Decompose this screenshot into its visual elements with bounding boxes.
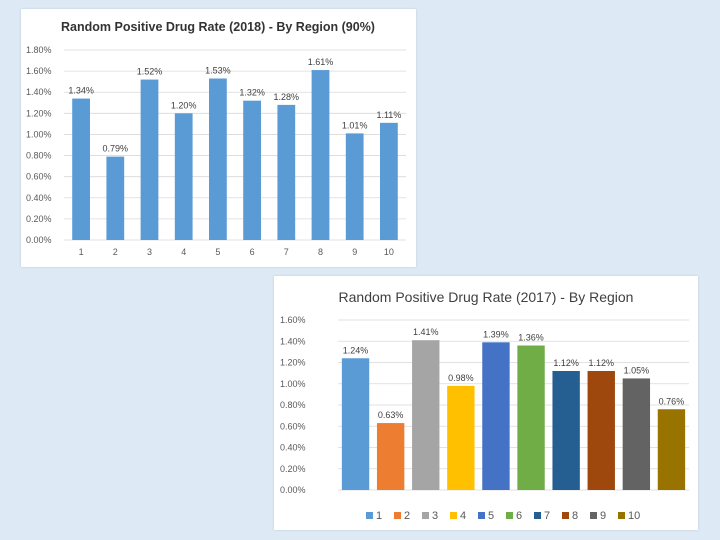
y-tick-label: 0.20%: [280, 464, 306, 474]
legend-entry: 3: [432, 510, 438, 522]
data-label: 0.63%: [378, 410, 404, 420]
y-tick-label: 0.40%: [280, 443, 306, 453]
data-label: 0.98%: [448, 373, 474, 383]
data-label: 1.61%: [308, 57, 334, 67]
chart-title: Random Positive Drug Rate (2018) - By Re…: [61, 20, 375, 34]
chart-2018-bar-1: [72, 98, 90, 240]
legend-swatch: [618, 512, 625, 519]
data-label: 1.05%: [624, 365, 650, 375]
x-tick-label: 1: [79, 247, 84, 257]
data-label: 1.36%: [518, 333, 544, 343]
x-tick-label: 7: [284, 247, 289, 257]
y-tick-label: 0.00%: [280, 485, 306, 495]
legend-swatch: [534, 512, 541, 519]
chart-2018-bar-2: [106, 156, 125, 240]
chart-2017-svg: Random Positive Drug Rate (2017) - By Re…: [280, 289, 689, 522]
y-tick-label: 1.60%: [26, 66, 52, 76]
chart-2018-bar-7: [277, 104, 296, 240]
data-label: 1.28%: [274, 92, 300, 102]
x-tick-label: 6: [250, 247, 255, 257]
chart-2017-bar-2: [376, 423, 405, 490]
chart-2017-bar-7: [552, 371, 580, 490]
chart-2017-bar-4: [447, 385, 475, 490]
y-tick-label: 0.20%: [26, 214, 52, 224]
chart-2018-bar-10: [380, 122, 398, 240]
chart-2018-bar-9: [345, 133, 364, 240]
y-tick-label: 1.00%: [280, 379, 306, 389]
y-tick-label: 1.20%: [26, 108, 52, 118]
legend-swatch: [562, 512, 569, 519]
data-label: 1.32%: [239, 88, 265, 98]
legend-entry: 6: [516, 510, 522, 522]
legend-entry: 1: [376, 510, 382, 522]
data-label: 1.11%: [376, 110, 401, 120]
legend-swatch: [450, 512, 457, 519]
data-label: 1.12%: [553, 358, 579, 368]
x-tick-label: 8: [318, 247, 323, 257]
chart-2017-bar-3: [412, 340, 440, 490]
chart-2018-bar-8: [311, 70, 330, 240]
x-tick-label: 2: [113, 247, 118, 257]
x-tick-label: 9: [352, 247, 357, 257]
y-tick-label: 0.00%: [26, 235, 52, 245]
y-tick-label: 1.00%: [26, 129, 52, 139]
data-label: 1.01%: [342, 120, 368, 130]
x-tick-label: 3: [147, 247, 152, 257]
y-tick-label: 0.80%: [26, 151, 52, 161]
y-tick-label: 0.60%: [26, 172, 52, 182]
legend-swatch: [394, 512, 401, 519]
x-tick-label: 10: [384, 247, 394, 257]
y-tick-label: 1.80%: [26, 45, 52, 55]
chart-2018-bar-3: [140, 79, 159, 240]
chart-2018-bar-6: [243, 100, 261, 241]
legend-entry: 10: [628, 510, 640, 522]
chart-2017-bar-1: [341, 358, 370, 490]
chart-2018-bar-5: [209, 78, 227, 240]
x-tick-label: 4: [181, 247, 186, 257]
chart-2017-bar-6: [517, 345, 545, 490]
chart-title: Random Positive Drug Rate (2017) - By Re…: [339, 289, 634, 305]
legend-entry: 2: [404, 510, 410, 522]
y-tick-label: 1.20%: [280, 358, 306, 368]
data-label: 1.20%: [171, 100, 197, 110]
legend-swatch: [590, 512, 597, 519]
data-label: 1.41%: [413, 327, 439, 337]
legend-entry: 4: [460, 510, 466, 522]
data-label: 1.39%: [483, 329, 509, 339]
chart-2018: Random Positive Drug Rate (2018) - By Re…: [21, 9, 416, 267]
data-label: 1.12%: [588, 358, 614, 368]
chart-2017-bar-10: [657, 409, 686, 490]
y-tick-label: 0.80%: [280, 400, 306, 410]
legend-swatch: [506, 512, 513, 519]
y-tick-label: 0.40%: [26, 193, 52, 203]
data-label: 1.24%: [343, 345, 369, 355]
legend-entry: 7: [544, 510, 550, 522]
legend-entry: 9: [600, 510, 606, 522]
legend-entry: 5: [488, 510, 494, 522]
data-label: 0.79%: [103, 144, 129, 154]
legend-swatch: [366, 512, 373, 519]
chart-2018-svg: Random Positive Drug Rate (2018) - By Re…: [26, 20, 406, 257]
chart-2018-bar-4: [174, 113, 193, 240]
legend-entry: 8: [572, 510, 578, 522]
chart-2017: Random Positive Drug Rate (2017) - By Re…: [274, 276, 698, 530]
chart-2017-bar-8: [587, 371, 615, 490]
y-tick-label: 1.40%: [26, 87, 52, 97]
y-tick-label: 1.40%: [280, 336, 306, 346]
data-label: 1.34%: [68, 86, 94, 96]
legend-swatch: [422, 512, 429, 519]
data-label: 1.53%: [205, 66, 231, 76]
data-label: 1.52%: [137, 67, 163, 77]
x-tick-label: 5: [215, 247, 220, 257]
y-tick-label: 0.60%: [280, 421, 306, 431]
chart-2017-bar-9: [622, 378, 651, 490]
legend-swatch: [478, 512, 485, 519]
chart-2017-bar-5: [482, 342, 510, 490]
y-tick-label: 1.60%: [280, 315, 306, 325]
data-label: 0.76%: [659, 396, 685, 406]
